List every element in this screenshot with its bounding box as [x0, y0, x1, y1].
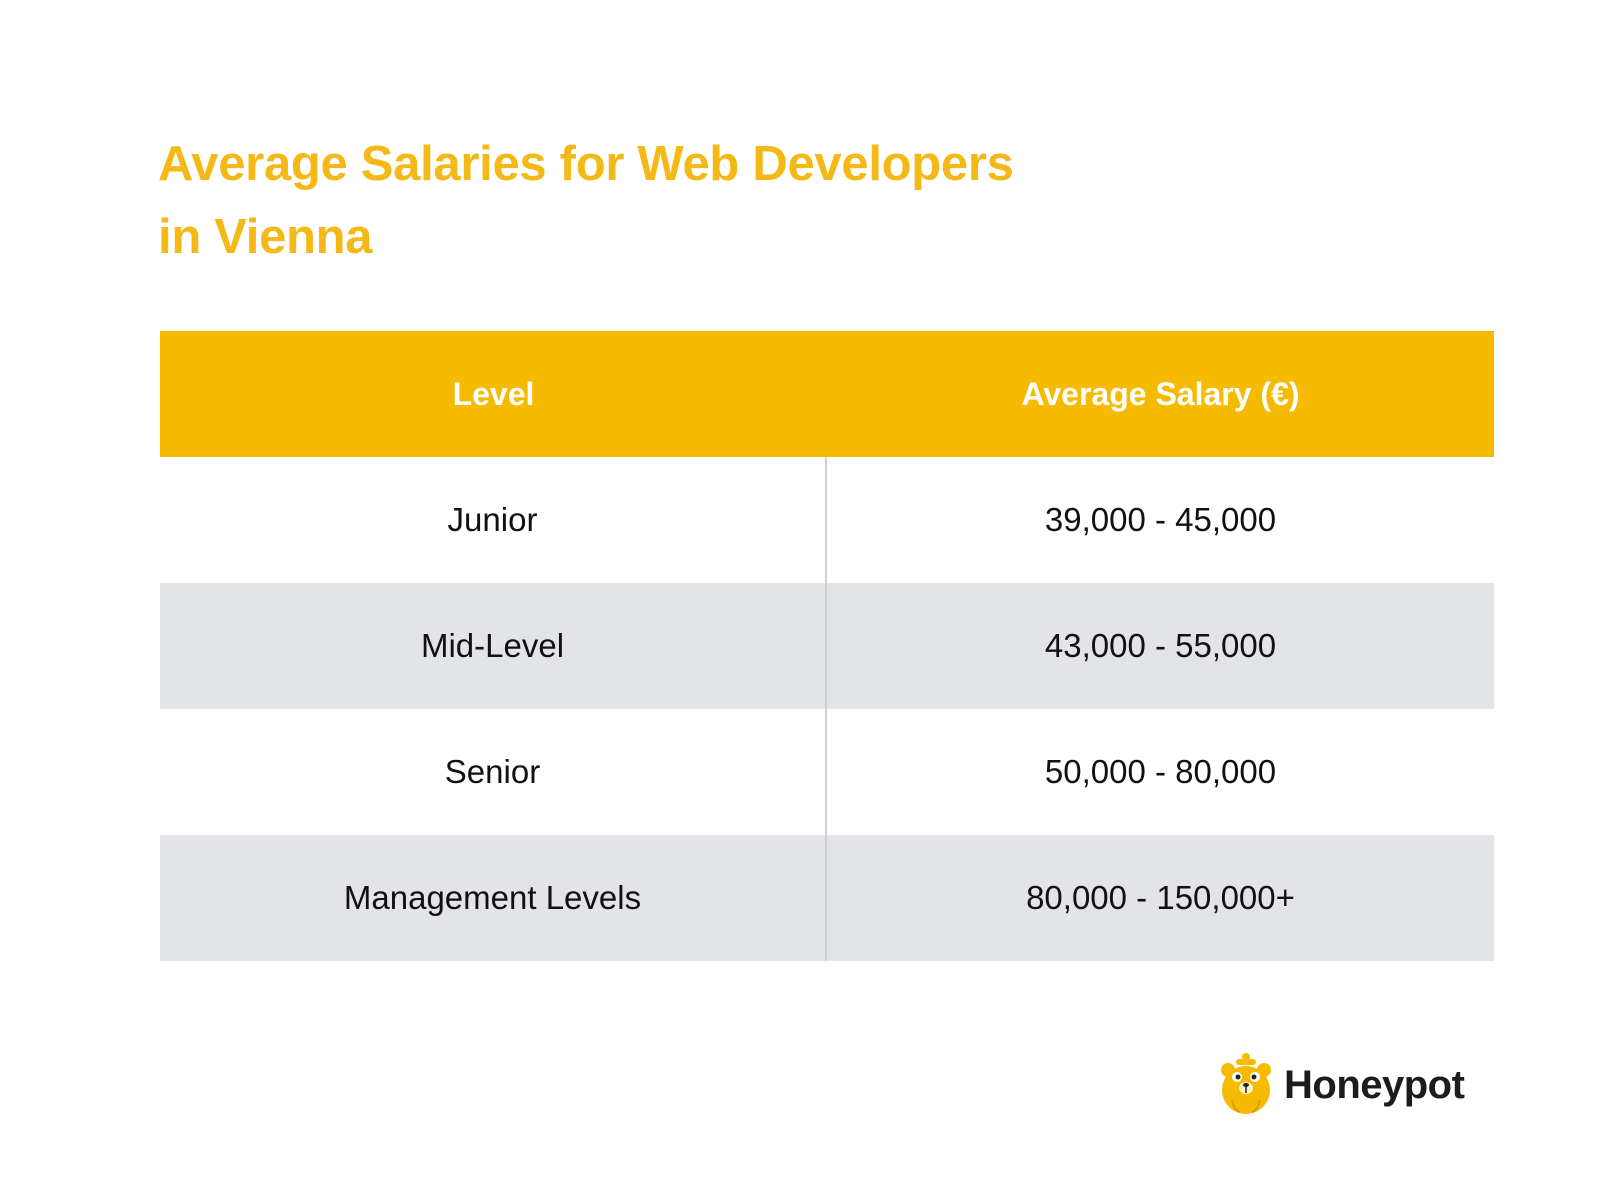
- cell-salary: 50,000 - 80,000: [1044, 753, 1277, 790]
- page-title: Average Salaries for Web Developers in V…: [158, 128, 1014, 274]
- salary-table: Level Average Salary (€) Junior 39,000 -…: [160, 331, 1494, 961]
- header-level: Level: [452, 375, 535, 412]
- cell-salary: 39,000 - 45,000: [1044, 501, 1277, 538]
- table-row: Junior 39,000 - 45,000: [160, 457, 1494, 583]
- table-row: Mid-Level 43,000 - 55,000: [160, 583, 1494, 709]
- brand-name: Honeypot: [1284, 1063, 1465, 1107]
- honeypot-bear-icon: [1220, 1052, 1272, 1119]
- table-row: Senior 50,000 - 80,000: [160, 709, 1494, 835]
- honeypot-logo: Honeypot: [1220, 1052, 1465, 1119]
- table-header-row: Level Average Salary (€): [160, 331, 1494, 457]
- cell-salary: 43,000 - 55,000: [1044, 627, 1277, 664]
- cell-level: Mid-Level: [160, 583, 827, 709]
- title-line-1: Average Salaries for Web Developers: [158, 137, 1014, 191]
- cell-salary: 80,000 - 150,000+: [1026, 879, 1295, 916]
- cell-level: Management Levels: [160, 835, 827, 961]
- cell-level: Senior: [160, 709, 827, 835]
- cell-level: Junior: [160, 457, 827, 583]
- header-average-salary: Average Salary (€): [1021, 375, 1300, 412]
- table-row: Management Levels 80,000 - 150,000+: [160, 835, 1494, 961]
- title-line-2: in Vienna: [158, 210, 373, 264]
